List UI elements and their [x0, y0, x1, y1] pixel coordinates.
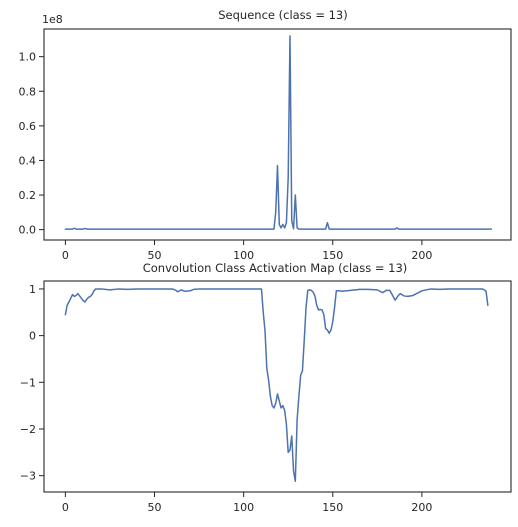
- cam-y-tick-label: −3: [20, 470, 36, 483]
- sequence-x-tick-label: 100: [233, 249, 254, 262]
- sequence-y-tick-label: 0.4: [19, 154, 37, 167]
- cam-y-tick-label: −2: [20, 423, 36, 436]
- cam-axes-frame: [43, 280, 512, 493]
- cam-x-tick-label: 50: [148, 501, 162, 514]
- cam-y-tick-label: 1: [29, 283, 36, 296]
- sequence-x-tick-label: 0: [62, 249, 69, 262]
- sequence-ticks: 0 50 100 150 200 0.0 0.2 0.4 0.6 0.8 1.0: [19, 51, 433, 262]
- sequence-x-tick-label: 150: [322, 249, 343, 262]
- sequence-y-tick-label: 0.8: [19, 85, 37, 98]
- cam-x-tick-label: 0: [62, 501, 69, 514]
- sequence-title: Sequence (class = 13): [218, 8, 347, 22]
- cam-y-tick-label: −1: [20, 376, 36, 389]
- cam-y-tick-label: 0: [29, 330, 36, 343]
- sequence-y-tick-label: 0.6: [19, 120, 37, 133]
- cam-ticks: 0 50 100 150 200 −3 −2 −1 0 1: [20, 283, 433, 514]
- sequence-y-tick-label: 0.0: [19, 224, 37, 237]
- cam-x-tick-label: 150: [322, 501, 343, 514]
- cam-x-tick-label: 200: [411, 501, 432, 514]
- sequence-x-tick-label: 200: [411, 249, 432, 262]
- cam-x-tick-label: 100: [233, 501, 254, 514]
- cam-series-line: [64, 288, 489, 483]
- sequence-y-tick-label: 0.2: [19, 189, 37, 202]
- sequence-y-tick-label: 1.0: [19, 51, 37, 64]
- sequence-axes-frame: [43, 28, 512, 241]
- cam-subplot: Convolution Class Activation Map (class …: [20, 261, 512, 514]
- sequence-x-tick-label: 50: [148, 249, 162, 262]
- sequence-offset-label: 1e8: [42, 13, 63, 26]
- sequence-series-line: [64, 35, 493, 230]
- cam-title: Convolution Class Activation Map (class …: [143, 261, 408, 275]
- sequence-subplot: Sequence (class = 13) 1e8 0 50 100 150 200 0.…: [19, 8, 512, 262]
